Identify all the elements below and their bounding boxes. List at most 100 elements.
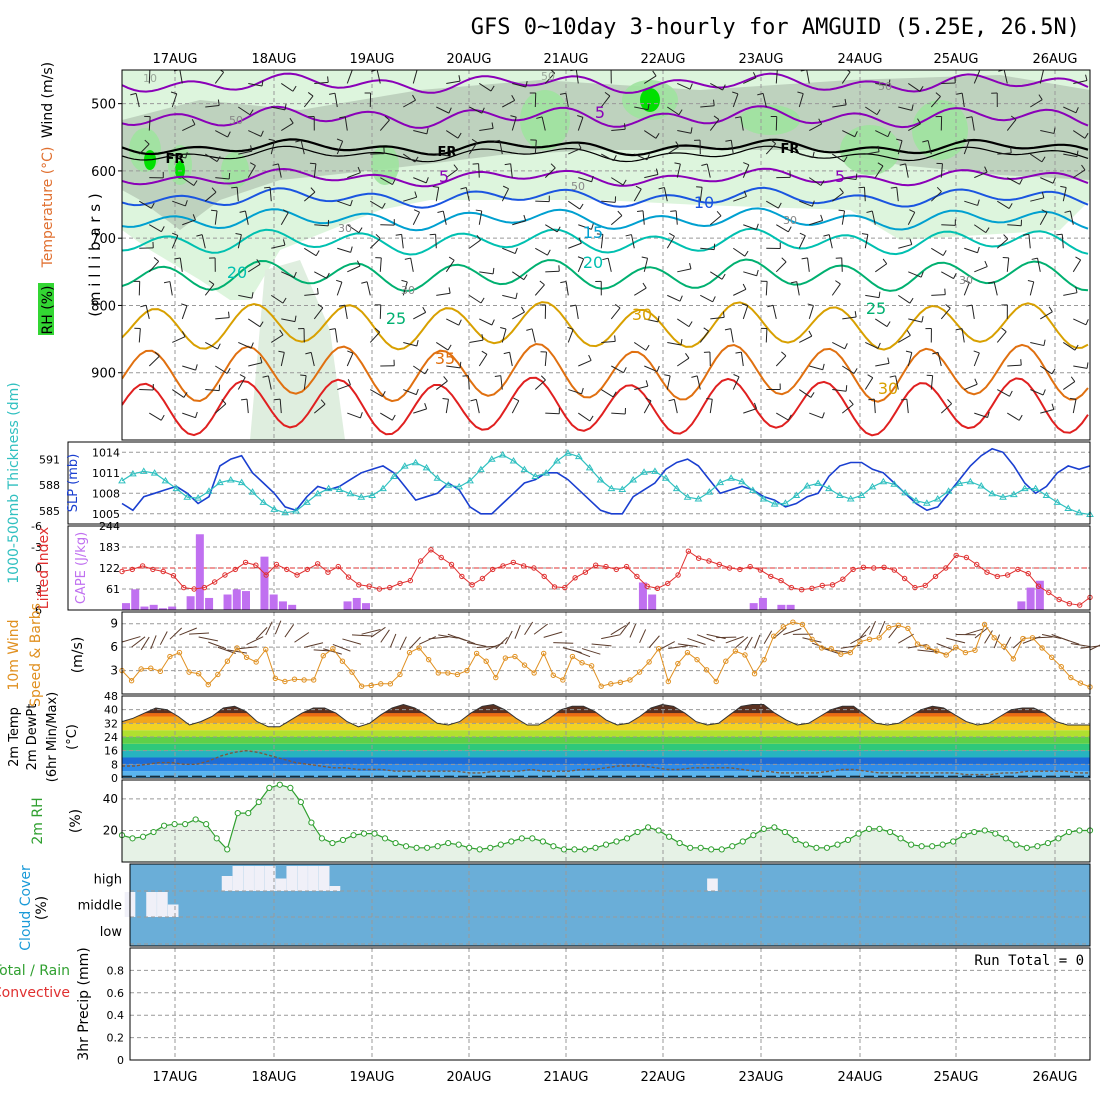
lifted-point <box>345 574 352 580</box>
rh2m-point <box>613 838 620 845</box>
wind-barb-flag <box>886 321 891 327</box>
wind-barb-flag <box>316 287 319 295</box>
wind-barb <box>347 265 361 273</box>
cape-bar <box>278 601 287 610</box>
wind-barb <box>832 104 847 108</box>
rh2m-point <box>245 810 252 817</box>
slp-line <box>121 447 1091 515</box>
pressure-ticks: 500 600 700 800 900 <box>91 98 122 382</box>
thickness-point <box>1009 490 1018 498</box>
thickness-point <box>477 465 485 473</box>
wind-barb <box>237 377 246 390</box>
rh2m-point <box>287 784 294 791</box>
wind-barb <box>370 200 383 209</box>
wind-barb-flag <box>645 397 652 402</box>
wind-barb <box>281 271 295 279</box>
wind-barb-flag <box>721 273 726 280</box>
lifted-point <box>551 584 558 590</box>
rh2m-point <box>434 843 441 850</box>
rh2m-point <box>1002 835 1009 842</box>
contour-label: 30 <box>338 222 352 235</box>
wind10m-speed-point <box>972 647 978 653</box>
rh2m-point <box>518 835 525 842</box>
wind-barb <box>403 99 416 108</box>
rh-high-area <box>520 90 570 150</box>
bottom-date-axis: 17AUG 18AUG 19AUG 20AUG 21AUG 22AUG 23AUG 24AUG… <box>152 1070 1077 1085</box>
cloud-bar-high <box>308 866 319 891</box>
wind-barb-flag <box>635 185 642 190</box>
wind10m-barb <box>984 630 993 644</box>
wind-barb-flag <box>670 210 677 212</box>
wind-barb-flag <box>381 202 386 209</box>
wind10m-barb <box>189 632 210 635</box>
wind10m-barb <box>438 634 458 639</box>
wind-barb-flag <box>812 151 815 158</box>
cape-bar <box>131 589 140 610</box>
precip-tick-label: 0.4 <box>107 1009 125 1022</box>
thickness-point <box>944 487 953 494</box>
thickness-point <box>161 476 170 484</box>
wind10m-speed-point <box>665 678 671 685</box>
thickness-point <box>879 477 888 485</box>
wind-barb <box>478 353 488 367</box>
temp-tick-label: 16 <box>104 745 118 758</box>
rh2m-point <box>182 821 189 828</box>
wind-barb-flag <box>725 139 732 142</box>
wind10m-speed-point <box>493 674 499 681</box>
wind-barb-flag <box>1038 94 1043 100</box>
wind-barb <box>1006 119 1017 131</box>
wind10m-speed-point <box>905 625 911 632</box>
wind-barb-flag <box>191 118 196 125</box>
wind-barb <box>730 140 734 155</box>
wind-barb-flag <box>183 392 188 398</box>
temp-tick-label: 8 <box>111 758 118 771</box>
wind-barb-flag <box>416 340 419 347</box>
cape-bar <box>777 604 786 610</box>
lifted-point <box>284 566 290 573</box>
rh2m-point <box>750 832 757 839</box>
wind-barb-flag <box>1041 191 1045 198</box>
wind-barb-flag <box>1019 178 1023 185</box>
wind-barb <box>204 284 215 296</box>
wind-barb-flag <box>655 168 659 175</box>
wind-barb <box>380 177 393 185</box>
wind-barb-flag <box>839 187 844 194</box>
wind-barb <box>743 408 757 414</box>
lifted-point <box>963 554 970 561</box>
temp-axis-label: (6hr Min/Max) <box>45 692 60 782</box>
wind-barb <box>710 271 723 280</box>
wind-barb <box>148 261 160 273</box>
wind-barb <box>248 130 262 137</box>
wind-barb-flag <box>239 210 246 213</box>
wind10m-barb <box>696 634 715 642</box>
wind-barb-flag <box>1085 74 1088 81</box>
rh2m-point <box>508 838 515 845</box>
wind-barb <box>568 389 582 395</box>
wind-barb-flag <box>526 328 533 331</box>
wind10m-barb <box>629 623 637 638</box>
wind-barb-flag <box>1060 185 1067 188</box>
rh2m-point <box>213 835 220 842</box>
wind-barb-flag <box>547 249 551 256</box>
lifted-point <box>438 554 444 561</box>
contour-label: FR <box>781 142 800 157</box>
wind-barb <box>607 258 612 272</box>
wind-barb <box>806 70 810 84</box>
wind-barb <box>974 224 987 234</box>
wind-barb <box>501 328 507 343</box>
wind-barb-flag <box>391 414 396 421</box>
wind-barb-flag <box>1022 233 1029 236</box>
isotherm-35c <box>122 342 1089 403</box>
wind-barb-flag <box>1009 390 1013 397</box>
wind-barb <box>643 258 649 272</box>
thickness-point <box>890 480 899 487</box>
wind-barb-flag <box>887 357 890 364</box>
wind-barb <box>370 153 385 155</box>
wind-barb <box>344 305 348 319</box>
wind-barb-flag <box>539 280 545 286</box>
wind10m-barb <box>246 636 264 646</box>
wind-barb <box>271 244 286 249</box>
rh2m-point <box>308 819 315 826</box>
wind-barb-flag <box>503 351 510 355</box>
slp-tick-label: 1005 <box>92 508 120 521</box>
